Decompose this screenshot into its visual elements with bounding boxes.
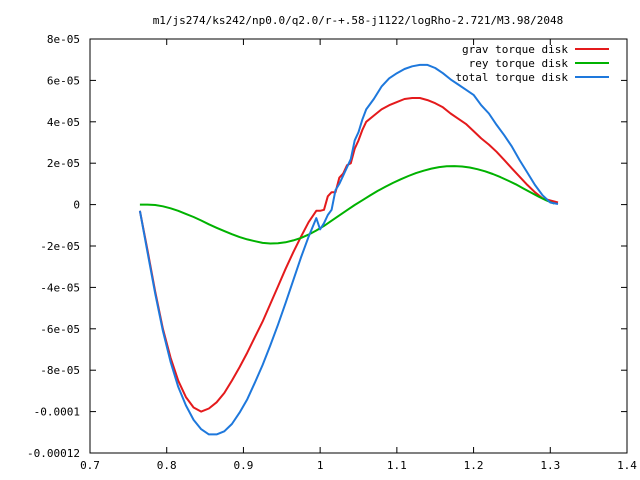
y-tick-label: -4e-05 (40, 281, 80, 294)
y-tick-label: 4e-05 (47, 116, 80, 129)
series-line-1 (139, 165, 555, 245)
series-line-0 (138, 97, 559, 413)
x-tick-label: 1.4 (617, 459, 637, 472)
y-tick-label: -2e-05 (40, 240, 80, 253)
y-tick-label: 6e-05 (47, 74, 80, 87)
y-tick-label: -0.00012 (27, 447, 80, 460)
plot-frame (89, 38, 628, 454)
x-tick-label: 0.8 (157, 459, 177, 472)
y-tick-label: 2e-05 (47, 157, 80, 170)
legend-label: rey torque disk (469, 57, 569, 70)
plot-layer (138, 63, 559, 436)
y-tick-label: 0 (73, 199, 80, 212)
y-tick-label: 8e-05 (47, 33, 80, 46)
x-tick-label: 0.7 (80, 459, 100, 472)
ticks-layer: 0.7 0.8 0.9 1 1.1 1.2 1.3 1.4 8e-05 6e-05 4e-05 2e-… (27, 33, 637, 472)
axes-layer (89, 38, 628, 454)
y-tick-label: -8e-05 (40, 364, 80, 377)
x-tick-label: 1.2 (464, 459, 484, 472)
y-tick-label: -6e-05 (40, 323, 80, 336)
x-tick-label: 0.9 (233, 459, 253, 472)
x-tick-label: 1.3 (540, 459, 560, 472)
x-tick-label: 1.1 (387, 459, 407, 472)
chart-title: m1/js274/ks242/np0.0/q2.0/r-+.58-j1122/l… (153, 14, 564, 27)
legend-label: grav torque disk (462, 43, 568, 56)
legend-label: total torque disk (455, 71, 568, 84)
y-tick-label: -0.0001 (34, 406, 80, 419)
x-tick-label: 1 (317, 459, 324, 472)
series-line-2 (138, 63, 559, 436)
